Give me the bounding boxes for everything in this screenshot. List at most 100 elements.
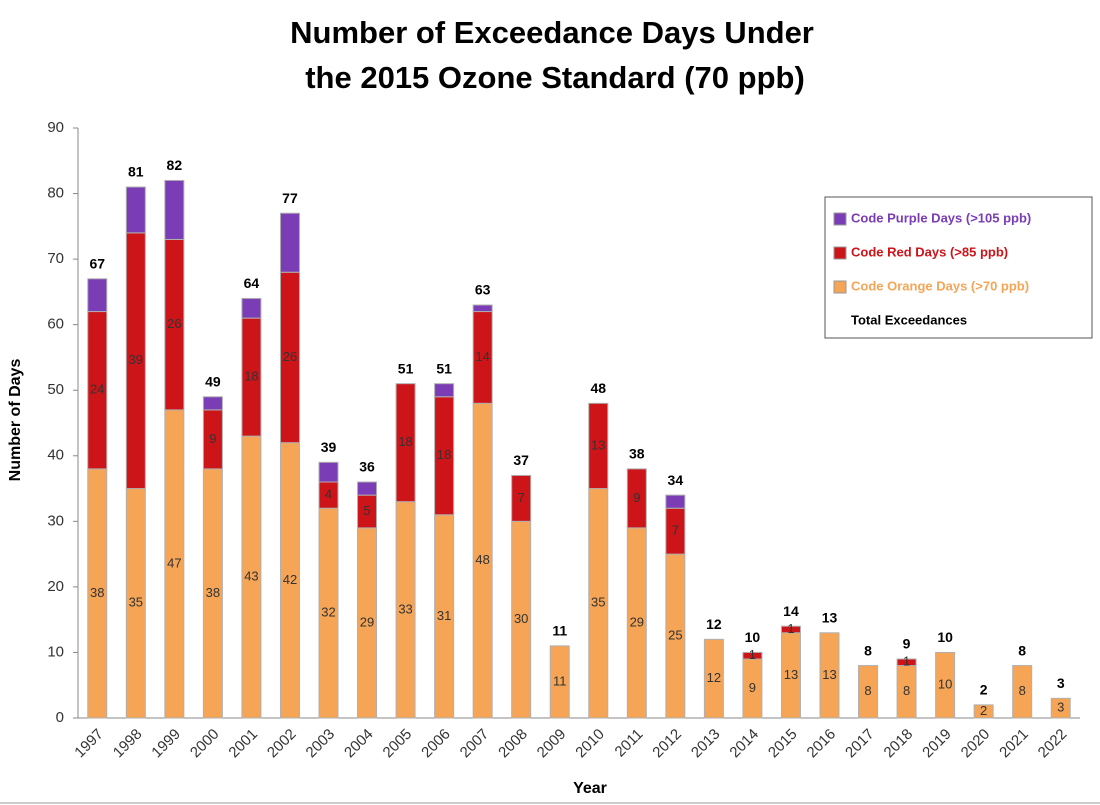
value-label: 26 [283,349,297,364]
bar-segment [935,651,956,719]
y-tick-label: 0 [56,709,64,726]
total-label: 8 [864,642,872,658]
bar-segment [202,396,223,411]
legend-label: Code Red Days (>85 ppb) [851,244,1008,259]
total-label: 51 [398,360,414,376]
bar-segment [896,658,917,667]
bar-segment [703,638,724,719]
y-tick-label: 80 [47,185,64,202]
total-label: 9 [903,636,911,652]
bar-segment [973,704,994,719]
value-label: 13 [822,667,836,682]
total-label: 67 [89,255,105,271]
value-label: 9 [749,680,756,695]
total-label: 10 [937,629,953,645]
chart-title: the 2015 Ozone Standard (70 ppb) [305,60,805,95]
y-tick-label: 20 [47,578,64,595]
total-label: 49 [205,373,221,389]
x-tick-label: 2002 [264,726,300,762]
total-label: 64 [244,275,260,291]
legend-swatch [833,280,847,294]
total-label: 37 [513,452,529,468]
value-label: 33 [398,601,412,616]
x-tick-label: 1997 [71,726,107,762]
legend-label: Total Exceedances [851,312,967,327]
value-label: 8 [1019,683,1026,698]
total-label: 63 [475,282,491,298]
x-tick-label: 2000 [187,726,223,762]
total-label: 2 [980,682,988,698]
value-label: 29 [360,614,374,629]
y-tick-label: 60 [47,316,64,333]
value-label: 1 [903,654,910,669]
value-label: 3 [1057,700,1064,715]
value-label: 25 [668,627,682,642]
value-label: 30 [514,611,528,626]
x-tick-label: 2015 [765,726,801,762]
total-label: 3 [1057,675,1065,691]
x-tick-label: 2011 [612,726,647,761]
x-tick-label: 2019 [919,726,955,762]
total-label: 48 [590,380,606,396]
x-tick-label: 2010 [572,726,608,762]
bar-segment [395,383,416,503]
x-axis-title: Year [573,780,607,797]
bar-segment [626,468,647,529]
value-label: 8 [864,683,871,698]
value-label: 38 [206,585,220,600]
bar-segment [357,481,378,496]
value-label: 7 [672,523,679,538]
legend-label: Code Purple Days (>105 ppb) [851,210,1031,225]
value-label: 9 [209,431,216,446]
total-label: 36 [359,459,375,475]
x-tick-label: 2016 [804,726,840,762]
bar-segment [164,179,185,240]
value-label: 13 [784,667,798,682]
y-tick-label: 90 [47,119,64,136]
value-label: 18 [244,369,258,384]
y-tick-label: 10 [47,643,64,660]
x-tick-label: 2021 [996,726,1032,762]
x-tick-label: 2006 [418,726,454,762]
value-label: 9 [633,490,640,505]
x-tick-label: 2003 [303,726,339,762]
value-label: 4 [325,487,332,502]
bar-segment [1050,697,1071,719]
legend-label: Code Orange Days (>70 ppb) [851,278,1029,293]
value-label: 13 [591,437,605,452]
value-label: 35 [129,595,143,610]
x-tick-label: 1998 [110,726,146,762]
total-label: 82 [167,157,183,173]
value-label: 29 [630,614,644,629]
bar-segment [472,304,493,313]
value-label: 1 [787,621,794,636]
value-label: 8 [903,683,910,698]
y-axis-title: Number of Days [7,359,24,482]
y-tick-label: 30 [47,512,64,529]
legend-box [824,196,1093,339]
value-label: 47 [167,555,181,570]
value-label: 18 [437,447,451,462]
value-label: 39 [129,352,143,367]
x-tick-label: 2018 [881,726,917,762]
total-label: 11 [552,623,567,639]
total-label: 12 [706,616,722,632]
value-label: 31 [437,608,451,623]
bar-segment [279,212,300,273]
value-label: 38 [90,585,104,600]
x-tick-label: 2004 [341,726,377,762]
bar-segment [665,494,686,509]
total-label: 38 [629,446,645,462]
y-tick-label: 70 [47,250,64,267]
y-tick-label: 40 [47,447,64,464]
value-label: 32 [321,605,335,620]
value-label: 48 [475,552,489,567]
value-label: 5 [363,503,370,518]
bar-segment [434,383,455,398]
total-label: 10 [745,629,761,645]
bar-segment [511,474,532,522]
x-tick-label: 2022 [1035,726,1071,762]
chart-title: Number of Exceedance Days Under [290,15,814,50]
value-label: 10 [938,677,952,692]
